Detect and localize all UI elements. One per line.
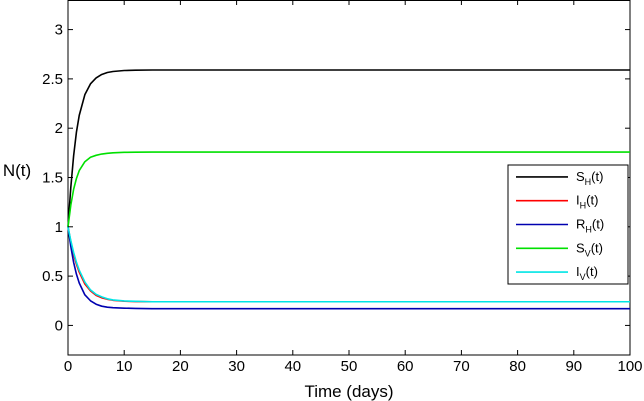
series-line-2 [67,226,630,310]
x-tick-label: 60 [397,358,414,375]
x-tick-label: 50 [341,358,358,375]
legend-label-suffix: (t) [586,193,598,208]
legend-label: IH(t) [576,193,598,211]
x-tick-label: 100 [617,358,642,375]
legend-label: RH(t) [576,217,604,235]
y-tick-label: 1 [55,219,63,236]
legend-label-main: R [576,217,585,232]
y-tick-label: 2 [55,120,63,137]
legend: SH(t)IH(t)RH(t)SV(t)IV(t) [507,164,629,285]
y-tick-label: 2.5 [42,71,63,88]
legend-label-subscript: V [580,272,586,282]
x-tick-label: 10 [116,358,133,375]
y-tick-label: 0 [55,317,63,334]
series-line-0 [67,69,630,227]
legend-label-main: I [576,193,580,208]
legend-label-main: S [576,240,585,255]
legend-label: IV(t) [576,264,598,282]
legend-label-subscript: H [585,225,592,235]
x-tick-label: 90 [565,358,582,375]
legend-label-subscript: H [580,201,587,211]
x-tick-label: 30 [228,358,245,375]
legend-label: SH(t) [576,169,603,187]
y-tick-label: 1.5 [42,170,63,187]
legend-label: SV(t) [576,240,603,258]
axis-ticks: 0 10 20 30 40 50 60 70 80 90 100 0 0.5 1 1.5 2 2.5 3 [42,0,643,375]
x-tick-label: 80 [509,358,526,375]
y-axis-label: N(t) [3,161,31,180]
legend-label-subscript: V [585,248,591,258]
series-line-4 [67,226,630,303]
x-tick-label: 0 [64,358,72,375]
x-axis-label: Time (days) [304,382,393,401]
legend-label-suffix: (t) [586,264,598,279]
series-line-3 [67,151,630,227]
x-tick-label: 70 [453,358,470,375]
legend-label-suffix: (t) [591,169,603,184]
x-tick-label: 20 [172,358,189,375]
legend-label-suffix: (t) [591,240,603,255]
legend-label-suffix: (t) [592,217,604,232]
x-tick-label: 40 [284,358,301,375]
y-tick-label: 3 [55,22,63,39]
y-tick-label: 0.5 [42,268,63,285]
legend-label-subscript: H [585,177,592,187]
legend-label-main: I [576,264,580,279]
legend-label-main: S [576,169,585,184]
series-group [67,69,630,310]
